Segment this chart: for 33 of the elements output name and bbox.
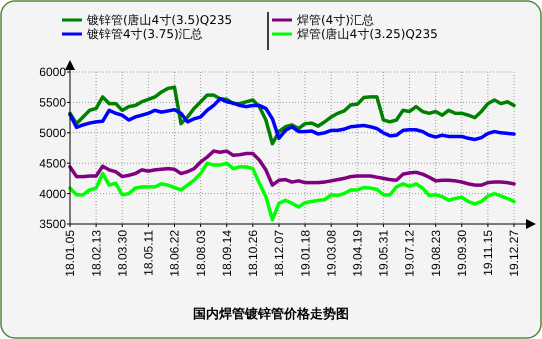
line-series bbox=[68, 85, 516, 146]
y-tick-label: 4500 bbox=[39, 156, 66, 170]
y-tick-label: 5000 bbox=[39, 126, 66, 140]
x-tick-label: 19.01.18 bbox=[298, 230, 312, 277]
line-series bbox=[68, 149, 516, 187]
x-tick-label: 19.08.23 bbox=[428, 230, 443, 277]
x-tick-label: 18.03.30 bbox=[115, 230, 130, 277]
x-tick-label: 19.11.15 bbox=[481, 230, 496, 276]
line-series bbox=[68, 161, 516, 222]
text: 国内焊管镀锌管价格走势图 bbox=[193, 306, 349, 322]
legend-label: 镀锌管(唐山4寸(3.5)Q235 bbox=[86, 13, 232, 28]
legend-label: 镀锌管4寸(3.75)汇总 bbox=[86, 27, 203, 42]
x-tick-label: 19.03.08 bbox=[324, 230, 338, 277]
y-tick-label: 4000 bbox=[39, 186, 66, 201]
y-tick-label: 6000 bbox=[39, 65, 66, 80]
x-tick-label: 18.02.13 bbox=[89, 230, 104, 277]
x-tick-label: 18.09.14 bbox=[220, 230, 234, 277]
y-tick-label: 5500 bbox=[39, 96, 66, 110]
x-tick-label: 19.12.27 bbox=[507, 230, 522, 277]
x-tick-label: 18.10.26 bbox=[246, 230, 260, 277]
x-tick-label: 18.08.03 bbox=[194, 230, 208, 277]
x-tick-label: 19.09.30 bbox=[454, 230, 469, 277]
x-tick-label: 18.12.07 bbox=[272, 230, 286, 277]
x-tick-label: 19.07.12 bbox=[402, 230, 417, 277]
x-tick-label: 19.04.19 bbox=[350, 230, 364, 277]
y-tick-label: 3500 bbox=[39, 217, 66, 232]
legend-label: 焊管(4寸)汇总 bbox=[297, 13, 374, 28]
legend-label: 焊管(唐山4寸(3.25)Q235 bbox=[297, 27, 438, 42]
line-series bbox=[68, 97, 516, 142]
x-tick-label: 18.01.05 bbox=[63, 230, 78, 277]
x-tick-label: 19.05.31 bbox=[376, 230, 391, 277]
x-tick-label: 18.06.22 bbox=[168, 230, 182, 277]
x-tick-label: 18.05.11 bbox=[142, 230, 156, 276]
